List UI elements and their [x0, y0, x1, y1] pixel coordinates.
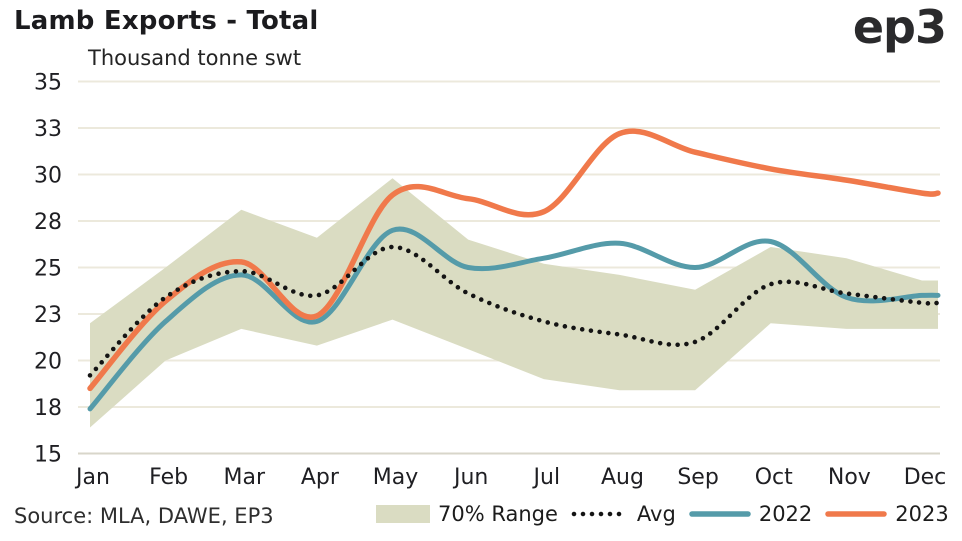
- y-tick-label: 23: [34, 303, 62, 328]
- x-tick-label: May: [373, 465, 418, 490]
- y-tick-label: 25: [34, 257, 62, 282]
- y-tick-label: 35: [34, 71, 62, 96]
- brand-logo-ep3: ep3: [852, 0, 947, 54]
- legend-label: Avg: [636, 502, 676, 526]
- legend: 70% Range Avg 2022 2023: [376, 497, 949, 531]
- legend-sample-line: [689, 511, 751, 517]
- x-tick-label: Sep: [677, 465, 718, 490]
- legend-swatch-band: [376, 505, 430, 523]
- chart-area: 35 33 30 28 25 23 20 18 15 Jan Feb Mar Apr May Jun Jul A…: [34, 71, 947, 491]
- x-tick-label: Jan: [74, 465, 110, 490]
- legend-label: 70% Range: [438, 502, 558, 526]
- x-tick-label: Oct: [755, 465, 793, 490]
- source-note: Source: MLA, DAWE, EP3: [14, 504, 274, 528]
- x-tick-label: Mar: [224, 465, 266, 490]
- line-chart: 35 33 30 28 25 23 20 18 15 Jan Feb Mar Apr May Jun Jul A…: [34, 71, 947, 491]
- x-tick-label: Nov: [828, 465, 871, 490]
- avg-dotted-line: [87, 244, 941, 378]
- y-axis-title: Thousand tonne swt: [88, 46, 302, 70]
- y-tick-label: 30: [34, 164, 62, 189]
- y-tick-label: 15: [34, 443, 62, 468]
- x-tick-label: Dec: [904, 465, 947, 490]
- x-tick-label: Aug: [601, 465, 644, 490]
- legend-item-2023: 2023: [825, 502, 949, 526]
- legend-item-2022: 2022: [689, 502, 812, 526]
- x-tick-label: Jun: [452, 465, 488, 490]
- x-tick-label: Apr: [301, 465, 340, 490]
- range-band: [90, 178, 938, 428]
- legend-item-avg: Avg: [571, 502, 676, 526]
- legend-label: 2022: [758, 502, 813, 526]
- y-tick-label: 20: [34, 350, 62, 375]
- page-title: Lamb Exports - Total: [14, 6, 319, 36]
- y-tick-label: 28: [34, 210, 62, 235]
- series-line-2023: [87, 128, 941, 392]
- legend-sample-line: [825, 511, 888, 517]
- x-tick-label: Jul: [532, 465, 561, 490]
- legend-label: 2023: [895, 502, 949, 526]
- legend-sample-dotted: [571, 511, 629, 517]
- y-tick-label: 33: [34, 117, 62, 142]
- legend-item-70-range: 70% Range: [376, 502, 558, 526]
- x-tick-label: Feb: [149, 465, 188, 490]
- y-tick-label: 18: [34, 396, 62, 421]
